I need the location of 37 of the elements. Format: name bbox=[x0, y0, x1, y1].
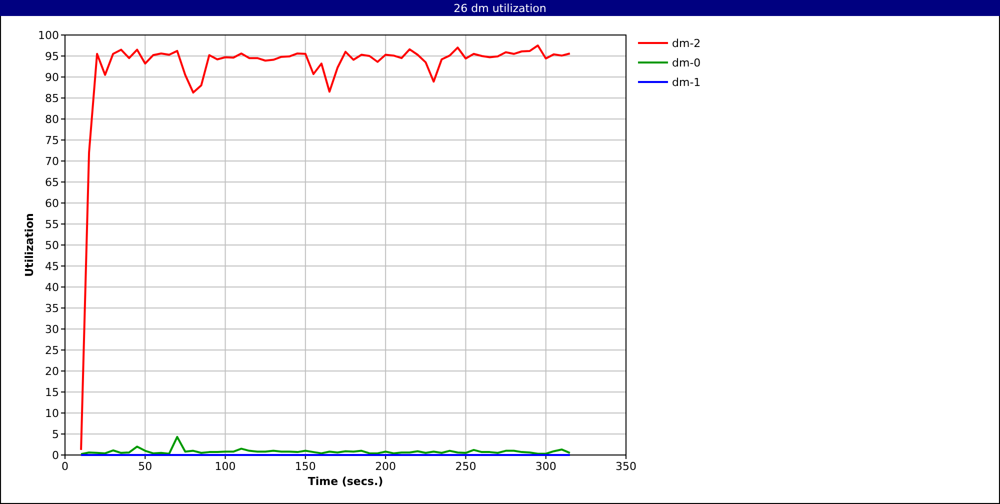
x-tick-label: 250 bbox=[455, 460, 476, 473]
y-tick-label: 100 bbox=[38, 29, 59, 42]
x-tick-label: 50 bbox=[138, 460, 152, 473]
legend-label: dm-1 bbox=[672, 76, 701, 89]
x-tick-label: 200 bbox=[375, 460, 396, 473]
y-tick-label: 35 bbox=[45, 302, 59, 315]
y-tick-label: 75 bbox=[45, 134, 59, 147]
y-tick-label: 40 bbox=[45, 281, 59, 294]
y-axis-title: Utilization bbox=[23, 213, 36, 277]
x-tick-label: 300 bbox=[535, 460, 556, 473]
y-tick-label: 25 bbox=[45, 344, 59, 357]
y-tick-label: 20 bbox=[45, 365, 59, 378]
y-tick-label: 50 bbox=[45, 239, 59, 252]
x-tick-label: 350 bbox=[616, 460, 636, 473]
legend-label: dm-0 bbox=[672, 56, 701, 70]
y-tick-label: 60 bbox=[45, 197, 59, 210]
y-tick-label: 70 bbox=[45, 155, 59, 168]
line-series bbox=[80, 436, 571, 456]
y-tick-label: 0 bbox=[52, 449, 59, 462]
x-tick-label: 100 bbox=[214, 460, 236, 473]
y-tick-label: 15 bbox=[45, 386, 59, 399]
legend-label: dm-2 bbox=[672, 37, 701, 50]
y-tick-label: 65 bbox=[45, 176, 59, 189]
y-tick-label: 95 bbox=[45, 50, 59, 63]
y-tick-label: 85 bbox=[45, 92, 59, 105]
y-tick-label: 30 bbox=[45, 323, 59, 336]
x-tick-label: 0 bbox=[62, 460, 68, 473]
y-tick-label: 90 bbox=[45, 71, 59, 84]
y-tick-label: 45 bbox=[45, 260, 59, 273]
x-axis-title: Time (secs.) bbox=[308, 475, 384, 488]
y-tick-label: 5 bbox=[52, 428, 59, 441]
y-tick-label: 10 bbox=[45, 407, 59, 420]
y-tick-label: 80 bbox=[45, 113, 59, 126]
line-series bbox=[80, 44, 571, 451]
chart-title: 26 dm utilization bbox=[454, 2, 546, 15]
x-tick-label: 150 bbox=[294, 460, 316, 473]
y-tick-label: 55 bbox=[45, 218, 59, 231]
